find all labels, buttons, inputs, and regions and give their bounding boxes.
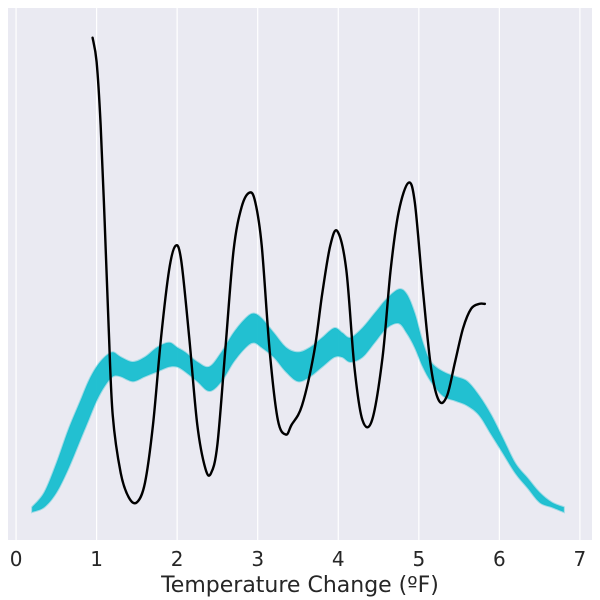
x-tick-label-1: 1 — [90, 547, 103, 571]
x-axis-label: Temperature Change (ºF) — [160, 573, 439, 598]
density-band-series-1 — [31, 288, 565, 514]
x-tick-label-3: 3 — [251, 547, 264, 571]
x-tick-label-5: 5 — [412, 547, 425, 571]
line-layer — [91, 36, 487, 505]
x-tick-label-2: 2 — [171, 547, 184, 571]
grid-layer — [15, 8, 581, 540]
density-line-series-0 — [91, 36, 487, 505]
x-tick-label-0: 0 — [10, 547, 23, 571]
band-layer — [31, 288, 565, 514]
x-tick-label-4: 4 — [332, 547, 345, 571]
x-tick-label-7: 7 — [574, 547, 587, 571]
x-tick-labels: 0 1 2 3 4 5 6 7 — [10, 547, 587, 571]
x-tick-label-6: 6 — [493, 547, 506, 571]
plot-background — [8, 8, 592, 540]
